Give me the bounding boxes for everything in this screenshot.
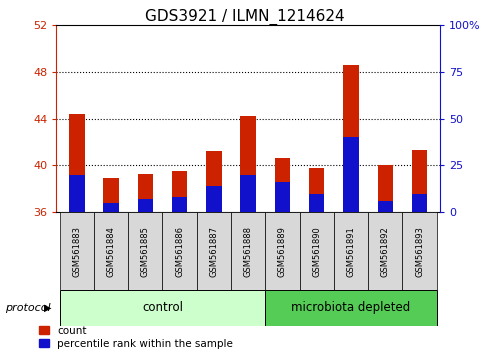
FancyBboxPatch shape [230,212,265,290]
Legend: count, percentile rank within the sample: count, percentile rank within the sample [40,326,233,349]
Bar [308,194,324,212]
Text: GSM561883: GSM561883 [72,226,81,277]
Text: GSM561884: GSM561884 [106,226,115,277]
Bar [172,198,187,212]
Text: GSM561890: GSM561890 [311,226,321,277]
Bar [343,137,358,212]
FancyBboxPatch shape [265,212,299,290]
Text: GSM561887: GSM561887 [209,226,218,277]
Text: GSM561891: GSM561891 [346,226,355,277]
Text: GSM561893: GSM561893 [414,226,423,277]
Bar [206,186,221,212]
Text: GSM561889: GSM561889 [277,226,286,277]
Bar [377,201,392,212]
Text: ▶: ▶ [44,303,51,313]
Bar [274,182,289,212]
Bar [411,150,427,212]
FancyBboxPatch shape [196,212,230,290]
Bar [240,175,255,212]
Text: protocol: protocol [5,303,50,313]
FancyBboxPatch shape [60,290,265,326]
Bar [343,65,358,212]
Bar [69,175,84,212]
Text: microbiota depleted: microbiota depleted [291,302,410,314]
FancyBboxPatch shape [94,212,128,290]
Text: GSM561892: GSM561892 [380,226,389,277]
Bar [103,178,119,212]
Text: GSM561888: GSM561888 [243,226,252,277]
Text: GSM561886: GSM561886 [175,226,184,277]
FancyBboxPatch shape [162,212,196,290]
Bar [274,159,289,212]
Bar [137,174,153,212]
FancyBboxPatch shape [60,212,94,290]
Bar [411,194,427,212]
Bar [240,116,255,212]
Bar [308,168,324,212]
FancyBboxPatch shape [128,212,162,290]
Text: control: control [142,302,183,314]
FancyBboxPatch shape [402,212,436,290]
Text: GSM561885: GSM561885 [141,226,149,277]
Bar [172,171,187,212]
Text: GDS3921 / ILMN_1214624: GDS3921 / ILMN_1214624 [144,9,344,25]
Bar [103,203,119,212]
FancyBboxPatch shape [299,212,333,290]
Bar [206,152,221,212]
FancyBboxPatch shape [265,290,436,326]
Bar [377,165,392,212]
FancyBboxPatch shape [333,212,367,290]
FancyBboxPatch shape [367,212,402,290]
Bar [69,114,84,212]
Bar [137,199,153,212]
